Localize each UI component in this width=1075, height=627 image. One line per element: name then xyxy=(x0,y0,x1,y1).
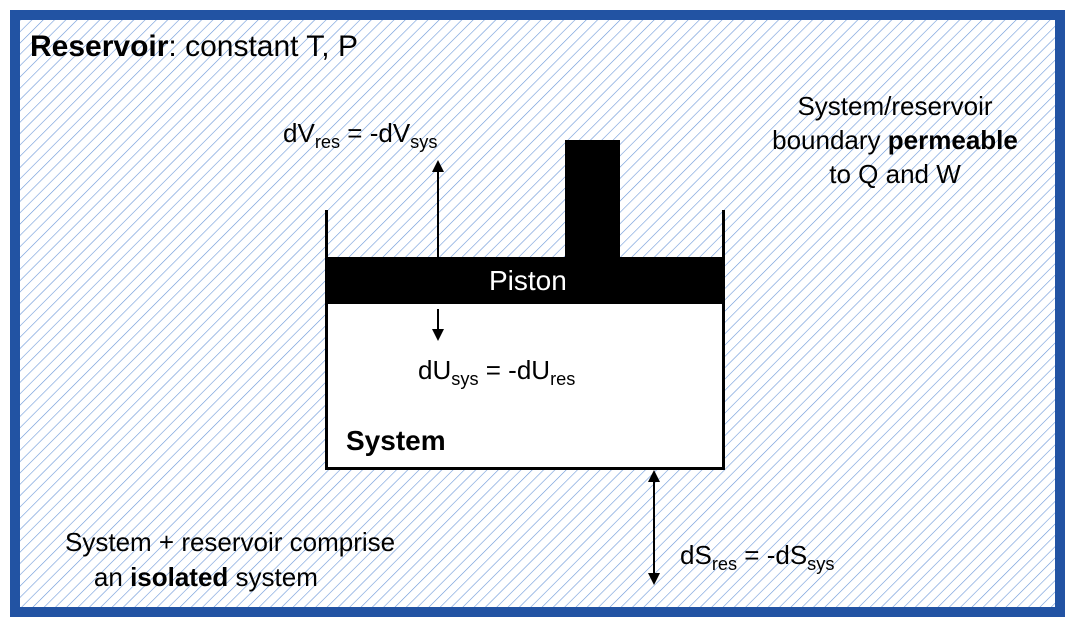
arrow-ds xyxy=(647,470,661,585)
isolated-l2a: an xyxy=(94,562,130,592)
cylinder-right-wall xyxy=(722,210,725,470)
reservoir-bold: Reservoir xyxy=(30,30,168,63)
boundary-l2a: boundary xyxy=(772,125,888,155)
arrow-dv xyxy=(431,160,445,260)
reservoir-title: Reservoir: constant T, P xyxy=(30,30,358,64)
ds-equation: dSres = -dSsys xyxy=(680,540,834,575)
piston-rod xyxy=(565,140,620,257)
cylinder-bottom-wall xyxy=(325,467,725,470)
piston-label: Piston xyxy=(489,265,567,297)
system-label: System xyxy=(346,425,446,457)
reservoir-rest: : constant T, P xyxy=(168,30,358,63)
du-equation: dUsys = -dUres xyxy=(418,355,575,390)
isolated-l2b: isolated xyxy=(130,562,228,592)
dv-equation: dVres = -dVsys xyxy=(283,118,437,153)
isolated-note: System + reservoir comprise an isolated … xyxy=(65,525,425,595)
boundary-l3: to Q and W xyxy=(829,159,961,189)
boundary-l1: System/reservoir xyxy=(797,91,992,121)
isolated-l2c: system xyxy=(228,562,318,592)
boundary-note: System/reservoir boundary permeable to Q… xyxy=(755,90,1035,191)
boundary-l2b: permeable xyxy=(888,125,1018,155)
isolated-l1: System + reservoir comprise xyxy=(65,527,395,557)
arrow-dv-down xyxy=(431,309,445,341)
reservoir-frame: Reservoir: constant T, P dVres = -dVsys … xyxy=(10,10,1065,617)
